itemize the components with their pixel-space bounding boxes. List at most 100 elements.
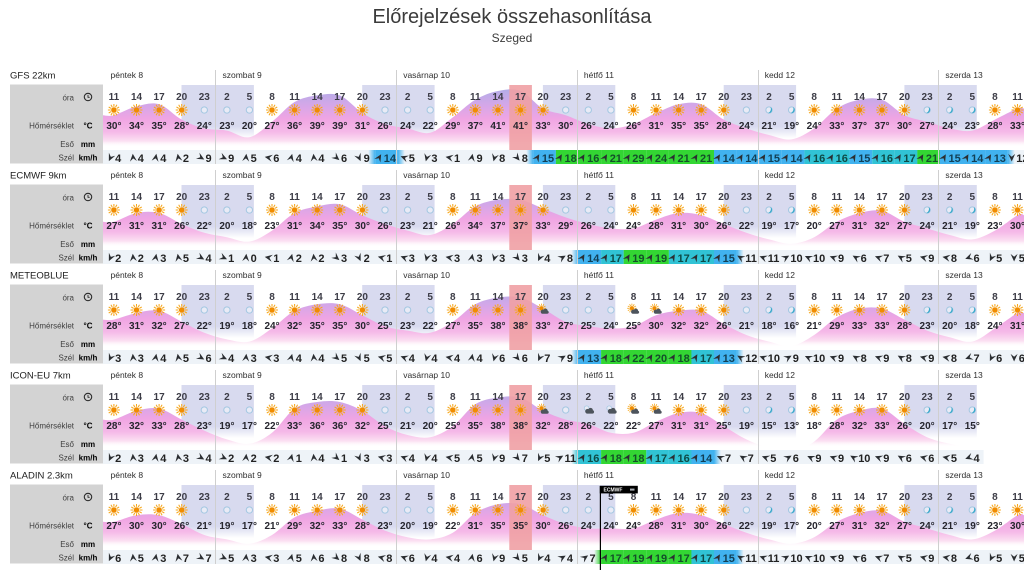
svg-text:4: 4: [431, 453, 438, 465]
svg-text:14: 14: [854, 92, 866, 103]
svg-text:péntek 8: péntek 8: [111, 470, 144, 480]
svg-text:17: 17: [678, 553, 690, 565]
svg-text:szombat 9: szombat 9: [223, 170, 262, 180]
svg-text:kedd 12: kedd 12: [765, 170, 796, 180]
svg-text:24°: 24°: [400, 121, 415, 132]
svg-text:kedd 12: kedd 12: [765, 70, 796, 80]
svg-text:24°: 24°: [807, 121, 822, 132]
svg-text:20: 20: [176, 392, 188, 403]
svg-text:6: 6: [928, 453, 934, 465]
svg-text:38°: 38°: [513, 321, 528, 332]
svg-text:31°: 31°: [129, 221, 144, 232]
svg-text:Eső: Eső: [60, 440, 74, 449]
svg-text:23: 23: [199, 192, 211, 203]
svg-text:5: 5: [427, 92, 433, 103]
svg-text:19: 19: [655, 553, 667, 565]
svg-text:23: 23: [379, 92, 391, 103]
svg-text:11: 11: [768, 553, 780, 565]
svg-text:5: 5: [970, 392, 976, 403]
svg-text:14: 14: [673, 92, 685, 103]
svg-text:15: 15: [542, 153, 554, 165]
svg-text:27°: 27°: [174, 321, 189, 332]
svg-text:21: 21: [926, 153, 938, 165]
svg-text:6: 6: [793, 453, 799, 465]
svg-text:5: 5: [544, 453, 550, 465]
svg-text:11: 11: [1012, 92, 1023, 103]
svg-text:26°: 26°: [716, 221, 731, 232]
svg-text:4: 4: [477, 353, 484, 365]
svg-text:33°: 33°: [287, 421, 302, 432]
svg-text:8: 8: [450, 92, 456, 103]
svg-text:Eső: Eső: [60, 340, 74, 349]
svg-text:6: 6: [906, 453, 912, 465]
svg-text:11: 11: [565, 453, 577, 465]
svg-text:11: 11: [109, 92, 120, 103]
svg-text:2: 2: [586, 292, 592, 303]
svg-text:38°: 38°: [513, 421, 528, 432]
svg-text:11: 11: [1012, 292, 1023, 303]
svg-text:22°: 22°: [739, 521, 754, 532]
svg-text:5: 5: [608, 392, 614, 403]
svg-text:°C: °C: [84, 422, 93, 431]
svg-text:°C: °C: [84, 522, 93, 531]
svg-text:2: 2: [586, 392, 592, 403]
svg-text:14: 14: [312, 92, 324, 103]
svg-text:km/h: km/h: [79, 454, 98, 463]
svg-text:1: 1: [386, 253, 392, 265]
svg-text:21: 21: [700, 153, 712, 165]
svg-text:27°: 27°: [558, 321, 573, 332]
svg-text:30°: 30°: [106, 121, 121, 132]
svg-text:4: 4: [138, 153, 145, 165]
svg-text:28°: 28°: [174, 421, 189, 432]
svg-text:14: 14: [131, 92, 143, 103]
svg-text:16°: 16°: [784, 321, 799, 332]
svg-text:23: 23: [741, 292, 753, 303]
svg-text:29°: 29°: [287, 521, 302, 532]
svg-text:0: 0: [251, 253, 257, 265]
svg-text:17: 17: [696, 192, 708, 203]
svg-text:5: 5: [522, 553, 528, 565]
svg-text:3: 3: [251, 353, 257, 365]
svg-text:9: 9: [228, 153, 234, 165]
svg-text:9: 9: [815, 453, 821, 465]
svg-text:1: 1: [454, 153, 460, 165]
svg-text:27°: 27°: [920, 121, 935, 132]
svg-text:szerda 13: szerda 13: [945, 370, 983, 380]
svg-text:28°: 28°: [106, 421, 121, 432]
svg-text:37°: 37°: [490, 221, 505, 232]
svg-text:22°: 22°: [603, 421, 618, 432]
svg-text:24°: 24°: [987, 321, 1002, 332]
svg-text:ECMWF 9km: ECMWF 9km: [10, 171, 67, 182]
svg-text:9: 9: [883, 353, 889, 365]
svg-text:24°: 24°: [920, 221, 935, 232]
svg-text:11: 11: [109, 492, 120, 503]
svg-text:16: 16: [678, 453, 690, 465]
svg-text:5: 5: [427, 492, 433, 503]
svg-text:8: 8: [811, 192, 817, 203]
svg-text:7: 7: [544, 353, 550, 365]
svg-text:22: 22: [632, 353, 644, 365]
svg-text:28°: 28°: [355, 521, 370, 532]
svg-text:23°: 23°: [197, 421, 212, 432]
svg-text:kedd 12: kedd 12: [765, 470, 796, 480]
svg-text:11: 11: [289, 192, 300, 203]
svg-text:Szél: Szél: [58, 254, 74, 263]
svg-text:26°: 26°: [377, 221, 392, 232]
svg-text:20: 20: [899, 192, 911, 203]
svg-text:óra: óra: [62, 94, 74, 103]
svg-text:22°: 22°: [197, 221, 212, 232]
svg-text:14: 14: [312, 192, 324, 203]
svg-text:8: 8: [269, 492, 275, 503]
svg-text:6: 6: [341, 153, 347, 165]
svg-text:20: 20: [176, 292, 188, 303]
svg-text:23: 23: [741, 392, 753, 403]
svg-text:4: 4: [431, 353, 438, 365]
svg-text:23: 23: [560, 192, 572, 203]
svg-text:5: 5: [996, 553, 1002, 565]
svg-text:30°: 30°: [694, 521, 709, 532]
svg-text:5: 5: [970, 192, 976, 203]
svg-text:21°: 21°: [761, 121, 776, 132]
svg-text:5: 5: [608, 92, 614, 103]
svg-text:6: 6: [974, 553, 980, 565]
svg-text:15°: 15°: [965, 421, 980, 432]
